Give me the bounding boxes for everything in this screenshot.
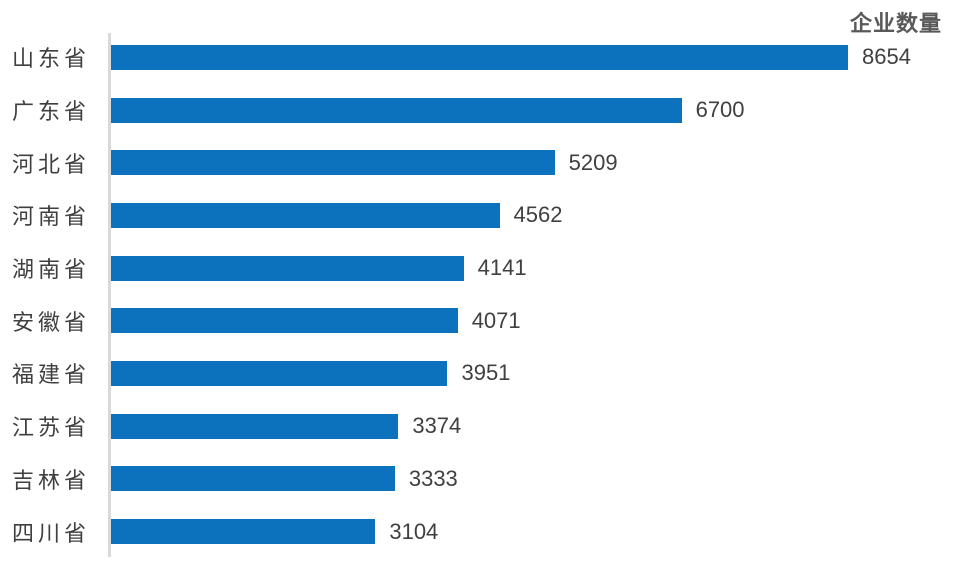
bar-row: 福建省 3951: [0, 347, 959, 400]
bar-track: 8654: [111, 44, 911, 70]
bar: [111, 308, 458, 334]
bar-track: 4141: [111, 255, 848, 281]
bar-track: 3333: [111, 466, 848, 492]
bar: [111, 466, 395, 492]
bar-row: 吉林省 3333: [0, 453, 959, 506]
category-label: 四川省: [12, 520, 91, 546]
value-label: 6700: [695, 97, 745, 123]
value-label: 4141: [477, 255, 527, 281]
bar-track: 6700: [111, 97, 848, 123]
category-label: 福建省: [12, 362, 91, 388]
bar: [111, 202, 500, 228]
bar: [111, 413, 399, 439]
category-axis-line: [108, 33, 111, 557]
bar: [111, 255, 464, 281]
category-label: 江苏省: [12, 415, 91, 441]
category-label: 河北省: [12, 151, 91, 177]
bar-rows: 山东省 8654 广东省 6700 河北省 5209 河南省 4562 湖南省 …: [0, 31, 959, 558]
value-label: 4071: [471, 307, 521, 333]
value-label: 3951: [461, 360, 511, 386]
bar-row: 湖南省 4141: [0, 242, 959, 295]
bar-row: 河南省 4562: [0, 189, 959, 242]
bar: [111, 44, 848, 70]
value-label: 5209: [568, 149, 618, 175]
bar: [111, 360, 448, 386]
bar-row: 安徽省 4071: [0, 294, 959, 347]
category-label: 山东省: [12, 46, 91, 72]
category-label: 安徽省: [12, 309, 91, 335]
value-label: 3374: [412, 413, 462, 439]
value-label: 3104: [389, 518, 439, 544]
bar-track: 3951: [111, 360, 848, 386]
category-label: 吉林省: [12, 467, 91, 493]
value-label: 3333: [408, 465, 458, 491]
bar-row: 江苏省 3374: [0, 400, 959, 453]
chart-title: 企业数量: [849, 11, 942, 36]
bar-row: 四川省 3104: [0, 505, 959, 558]
bar-track: 5209: [111, 150, 848, 176]
value-label: 4562: [513, 202, 563, 228]
bar-track: 4562: [111, 202, 848, 228]
bar-row: 广东省 6700: [0, 84, 959, 137]
bar-track: 3374: [111, 413, 848, 439]
bar-track: 3104: [111, 519, 848, 545]
bar-row: 山东省 8654: [0, 31, 959, 84]
bar: [111, 150, 555, 176]
bar: [111, 97, 682, 123]
bar-track: 4071: [111, 308, 848, 334]
bar-row: 河北省 5209: [0, 136, 959, 189]
category-label: 广东省: [12, 99, 91, 125]
value-label: 8654: [862, 44, 911, 70]
category-label: 河南省: [12, 204, 91, 230]
category-label: 湖南省: [12, 257, 91, 283]
bar: [111, 519, 376, 545]
